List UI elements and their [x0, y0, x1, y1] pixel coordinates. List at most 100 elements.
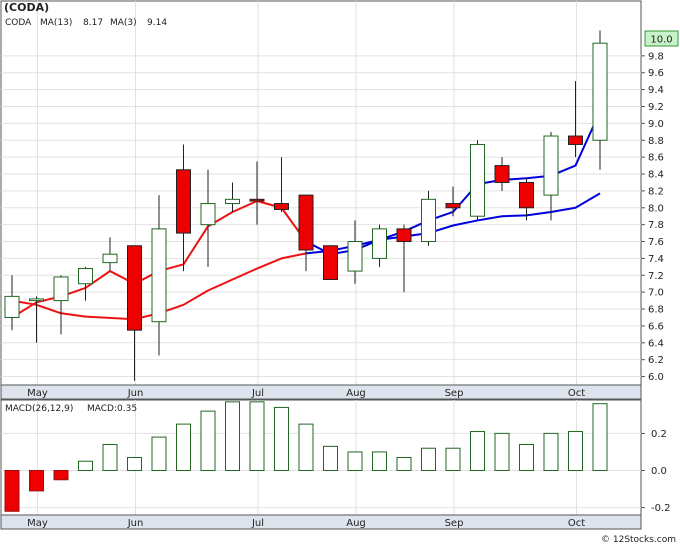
macd-date-strip — [0, 514, 642, 530]
candle — [127, 245, 142, 381]
price-tick-label: 7.4 — [648, 254, 664, 265]
price-tick-label: 6.8 — [648, 305, 664, 316]
macd-bar-negative — [29, 469, 44, 492]
candle-body-up — [78, 268, 93, 285]
macd-bar-positive — [102, 444, 118, 471]
candle-body-up — [53, 276, 69, 302]
price-tick-label: 8.4 — [648, 170, 664, 181]
candle — [543, 131, 559, 221]
price-tick-label: 8.6 — [648, 153, 664, 164]
macd-tick-label: -0.2 — [651, 503, 671, 514]
macd-bar-positive — [347, 451, 363, 471]
candle — [151, 195, 167, 356]
candle-body-up — [102, 253, 118, 264]
candle — [421, 190, 436, 246]
price-month-label: Jun — [127, 388, 144, 399]
candle — [372, 224, 387, 267]
macd-bar-negative — [4, 469, 20, 512]
candle-body-down — [176, 169, 191, 234]
price-panel — [0, 0, 642, 386]
macd-month-label: Oct — [568, 518, 585, 529]
candle — [176, 144, 191, 272]
macd-month-label: Jul — [251, 518, 264, 529]
last-price-badge: 10.0 — [644, 30, 679, 47]
macd-title: MACD(26,12,9) — [5, 404, 73, 414]
candle-body-down — [519, 181, 534, 209]
candle — [347, 220, 363, 284]
macd-bar-positive — [323, 445, 338, 471]
candle — [4, 275, 20, 331]
candle-body-up — [4, 295, 20, 318]
candle-body-up — [225, 198, 240, 205]
price-tick-label: 7.0 — [648, 288, 664, 299]
macd-month-label: May — [27, 518, 48, 529]
candle — [78, 266, 93, 301]
candle — [323, 245, 338, 281]
macd-tick-label: 0.2 — [651, 429, 667, 440]
price-month-label: May — [27, 388, 48, 399]
candlesticks — [4, 30, 608, 381]
macd-bar-positive — [274, 406, 289, 471]
candle-body-up — [347, 241, 363, 272]
price-tick-label: 7.8 — [648, 220, 664, 231]
price-tick-label: 7.6 — [648, 237, 664, 248]
legend-ma3-value: 9.14 — [147, 18, 167, 28]
last-price-label: 10.0 — [650, 35, 672, 46]
ma3-line — [11, 252, 307, 321]
candle — [445, 186, 461, 217]
price-tick-label: 8.0 — [648, 203, 664, 214]
macd-month-label: Sep — [445, 518, 464, 529]
macd-bar-positive — [543, 432, 559, 471]
price-tick-label: 9.2 — [648, 102, 664, 113]
chart-title: (CODA) — [4, 1, 49, 14]
macd-bar-positive — [445, 447, 461, 471]
price-tick-label: 6.2 — [648, 355, 664, 366]
candle-body-up — [543, 135, 559, 196]
price-month-label: Aug — [346, 388, 366, 399]
legend-ma13-value: 8.17 — [83, 18, 103, 28]
macd-bar-positive — [225, 401, 240, 471]
candle-body-down — [274, 203, 289, 210]
candle — [568, 81, 583, 158]
candle-body-up — [372, 228, 387, 259]
price-tick-label: 9.0 — [648, 119, 664, 130]
macd-bar-positive — [127, 457, 142, 471]
candle-body-up — [29, 298, 44, 302]
macd-bars — [4, 401, 608, 512]
candle — [102, 237, 118, 272]
macd-bar-positive — [568, 431, 583, 471]
macd-bar-positive — [519, 444, 534, 471]
candle-body-up — [200, 203, 216, 226]
legend-ma3-label: MA(3) — [110, 18, 137, 28]
candle — [274, 157, 289, 212]
price-tick-label: 9.4 — [648, 85, 664, 96]
price-gridlines — [1, 1, 641, 385]
macd-bar-positive — [396, 457, 412, 471]
price-tick-label: 6.0 — [648, 372, 664, 383]
candle — [396, 224, 412, 293]
legend-ma13-label: MA(13) — [40, 18, 72, 28]
price-tick-label: 9.8 — [648, 51, 664, 62]
candle — [53, 275, 69, 335]
macd-bar-positive — [249, 401, 265, 471]
price-tick-label: 9.6 — [648, 68, 664, 79]
macd-month-label: Aug — [346, 518, 366, 529]
macd-value: MACD:0.35 — [87, 404, 137, 414]
candle — [249, 161, 265, 225]
macd-bar-positive — [176, 423, 191, 471]
candle — [29, 296, 44, 343]
candle-body-up — [151, 228, 167, 323]
macd-bar-positive — [592, 403, 608, 471]
candle — [494, 157, 510, 191]
candle-body-down — [568, 135, 583, 145]
candle-body-down — [445, 203, 461, 209]
candle-body-down — [249, 198, 265, 202]
candle-body-down — [323, 245, 338, 281]
candle-body-down — [396, 228, 412, 243]
candle-body-up — [470, 143, 485, 217]
candle — [298, 194, 314, 272]
legend-symbol: CODA — [5, 18, 32, 28]
macd-bar-positive — [78, 460, 93, 471]
price-legend: CODA MA(13) 8.17 MA(3) 9.14 — [5, 18, 167, 28]
